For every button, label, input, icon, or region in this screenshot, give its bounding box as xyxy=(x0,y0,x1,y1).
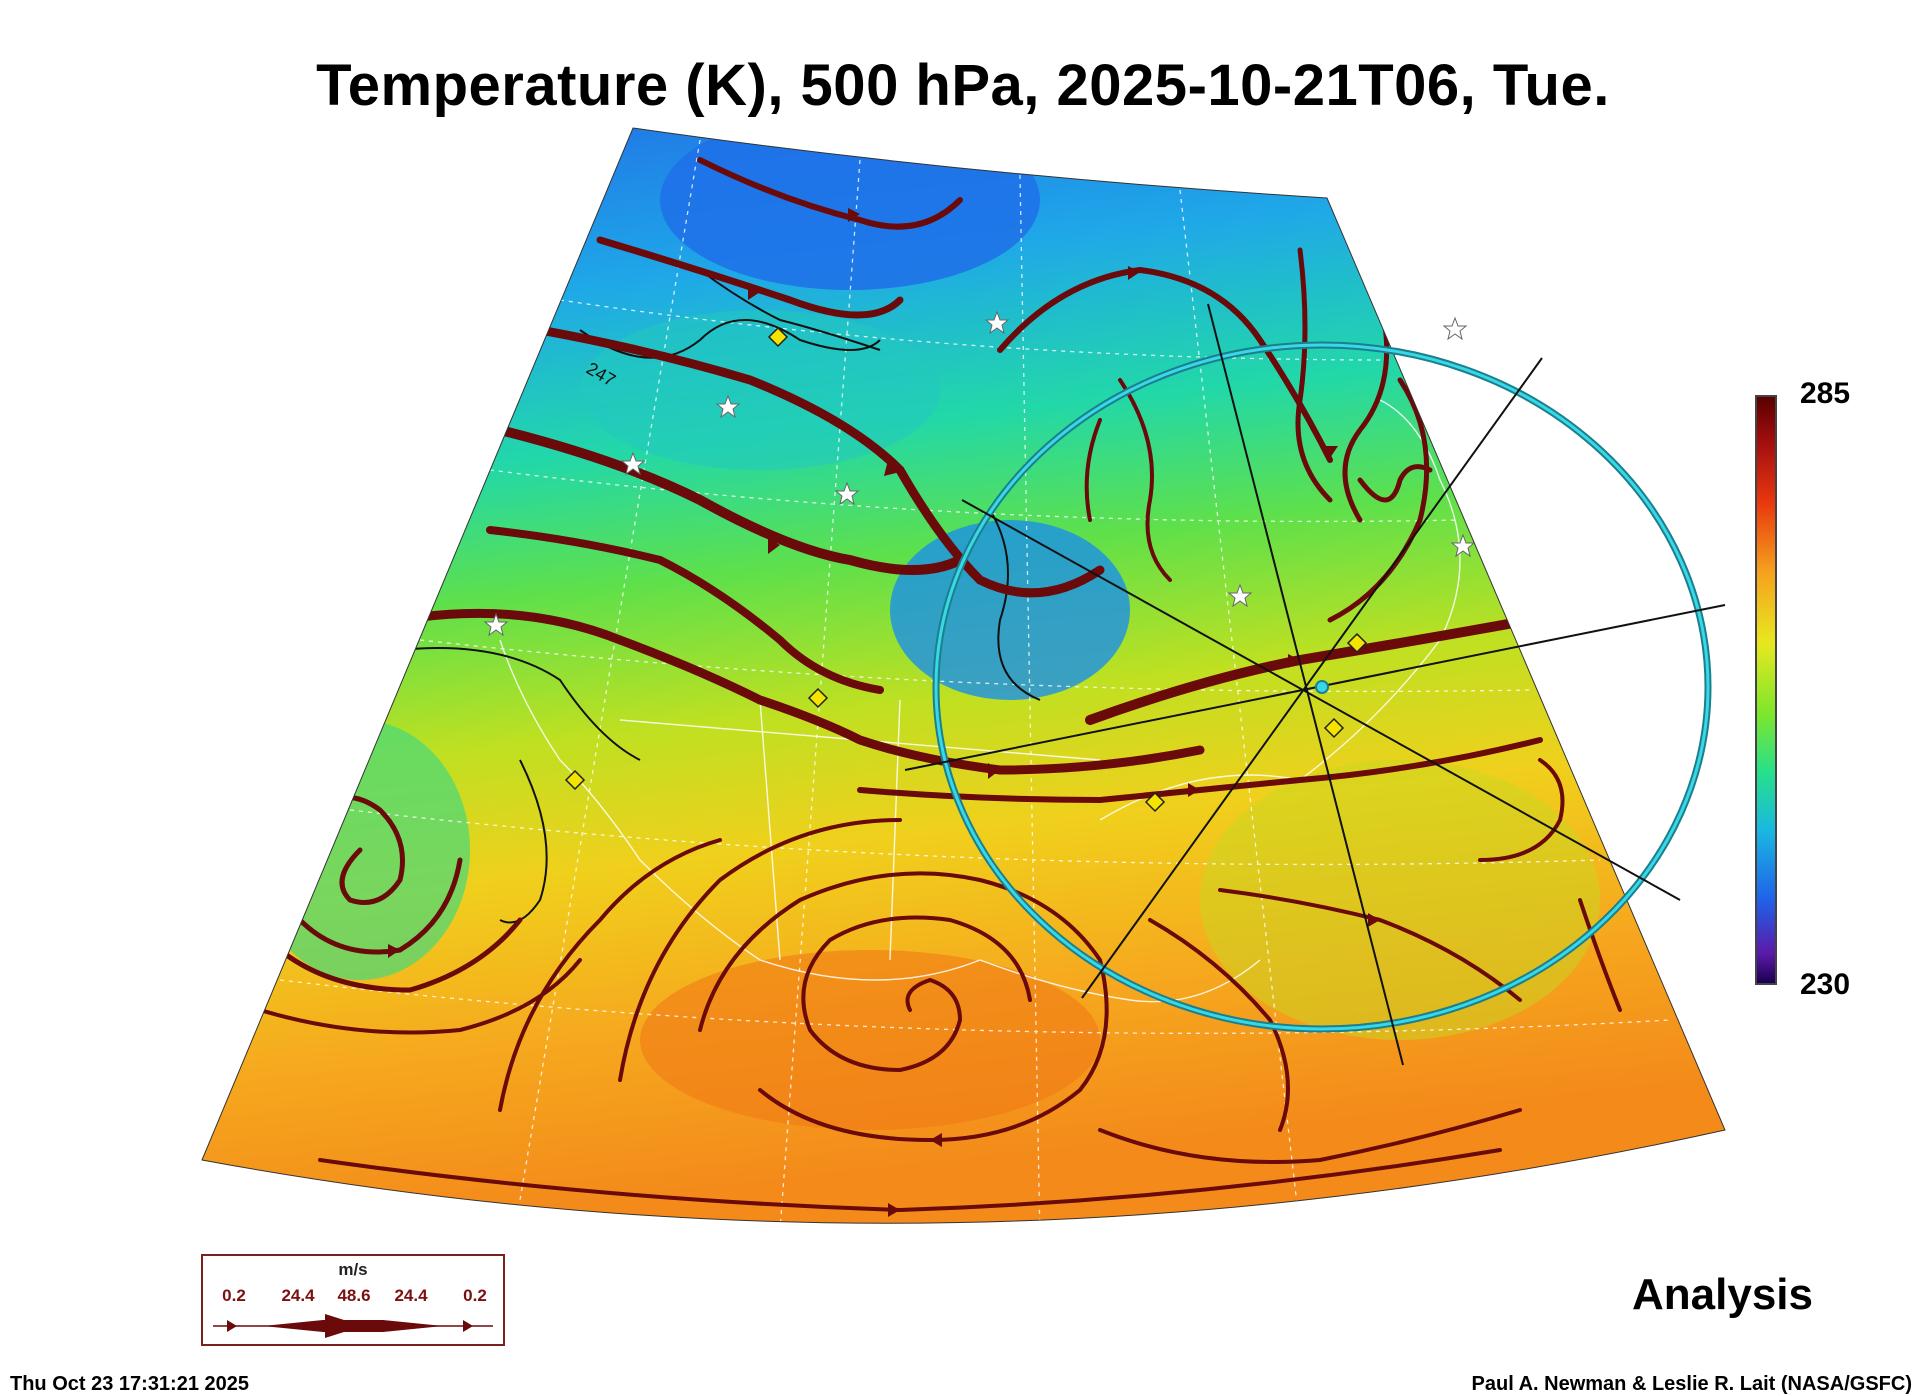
analysis-label: Analysis xyxy=(1632,1270,1813,1319)
site-diamond xyxy=(1144,791,1166,813)
legend-value: 0.2 xyxy=(222,1286,246,1305)
station-star xyxy=(984,310,1010,335)
focus-center xyxy=(1315,680,1329,694)
station-star xyxy=(620,451,646,476)
map-title: Temperature (K), 500 hPa, 2025-10-21T06,… xyxy=(316,53,1610,118)
cold-pool xyxy=(890,520,1130,700)
site-diamond xyxy=(1323,717,1345,739)
station-star xyxy=(1450,533,1476,558)
streamlines xyxy=(258,157,1622,1213)
warm-patch xyxy=(1200,760,1600,1040)
site-markers xyxy=(564,326,1368,813)
timestamp: Thu Oct 23 17:31:21 2025 xyxy=(10,1373,250,1395)
station-star xyxy=(715,394,741,419)
site-diamond xyxy=(564,769,586,791)
colorbar-max-label: 285 xyxy=(1800,377,1851,410)
focus-circle xyxy=(932,341,1712,1033)
station-stars xyxy=(483,310,1476,637)
legend-value: 24.4 xyxy=(394,1286,428,1305)
streamline-arrows xyxy=(388,208,1380,1217)
site-diamond xyxy=(1346,632,1368,654)
warm-pool xyxy=(640,950,1100,1130)
legend-value: 48.6 xyxy=(337,1286,371,1305)
legend-value: 0.2 xyxy=(463,1286,487,1305)
reference-lines xyxy=(904,303,1726,1066)
station-star xyxy=(834,481,860,506)
legend-value: 24.4 xyxy=(281,1286,315,1305)
colorbar-min-label: 230 xyxy=(1800,968,1851,1001)
site-diamond xyxy=(767,326,789,348)
station-star xyxy=(1442,316,1468,341)
cold-pool xyxy=(660,128,1040,290)
map-border xyxy=(201,127,1726,1224)
station-star xyxy=(483,612,509,637)
site-diamond xyxy=(807,687,829,709)
wind-speed-legend: m/s 0.2 24.4 48.6 24.4 0.2 xyxy=(201,1254,505,1346)
legend-arrow xyxy=(213,1314,493,1338)
colorbar xyxy=(1755,395,1777,985)
station-star xyxy=(1227,583,1253,608)
cold-pool xyxy=(580,310,940,470)
legend-unit: m/s xyxy=(338,1260,368,1279)
credit: Paul A. Newman & Leslie R. Lait (NASA/GS… xyxy=(1471,1373,1912,1395)
